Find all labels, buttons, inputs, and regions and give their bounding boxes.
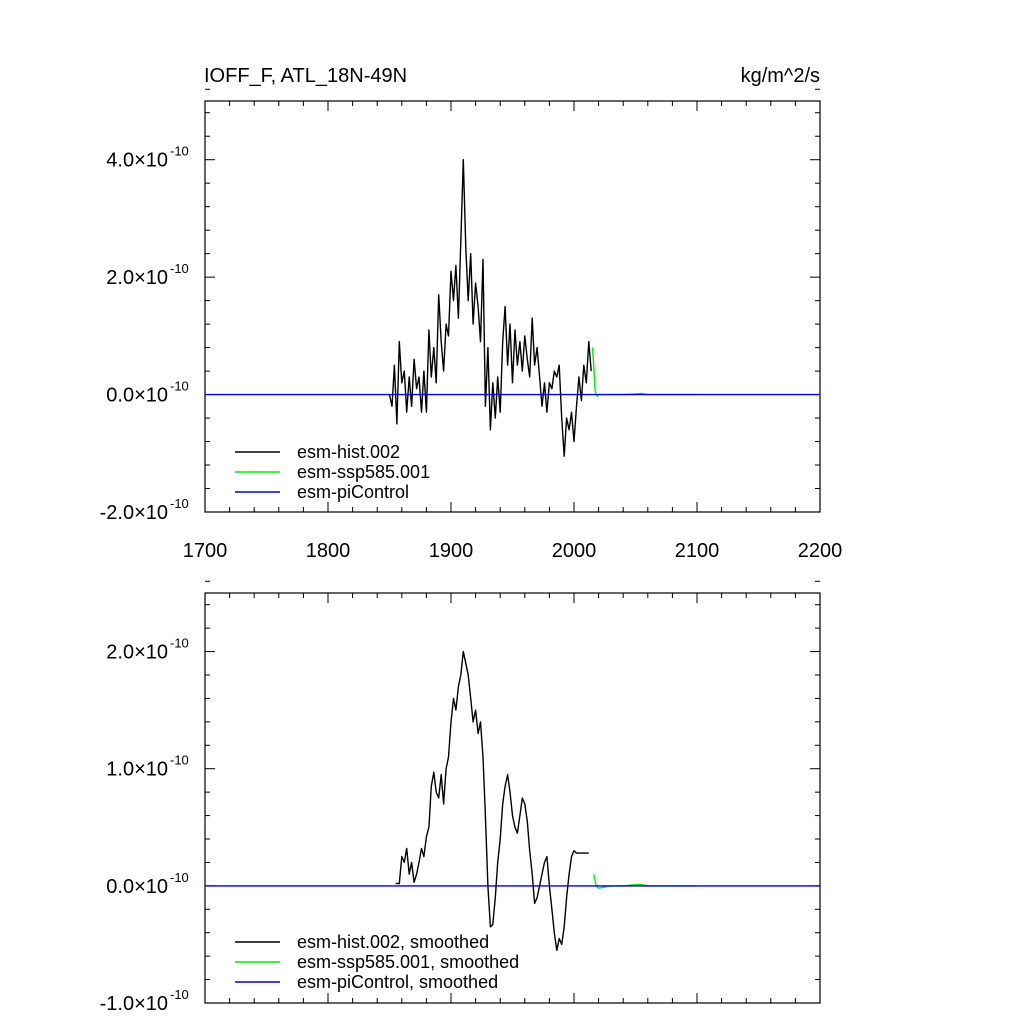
y-tick-label: 0.0×10 <box>106 385 168 407</box>
legend-label: esm-piControl <box>297 482 409 502</box>
y-tick-exponent: -10 <box>170 870 189 885</box>
y-tick-exponent: -10 <box>170 987 189 1002</box>
y-tick-label: 2.0×10 <box>106 642 168 664</box>
x-tick-label: 1800 <box>306 540 351 562</box>
y-tick-label: 4.0×10 <box>106 150 168 172</box>
series-line-0 <box>395 650 589 951</box>
y-tick-label: 2.0×10 <box>106 267 168 289</box>
y-tick-label: -1.0×10 <box>100 993 168 1015</box>
y-tick-exponent: -10 <box>170 261 189 276</box>
x-tick-label: 2100 <box>675 540 720 562</box>
x-tick-label: 1700 <box>183 540 228 562</box>
y-tick-label: 1.0×10 <box>106 759 168 781</box>
x-tick-label: 1900 <box>429 540 474 562</box>
y-tick-exponent: -10 <box>170 144 189 159</box>
chart-title: IOFF_F, ATL_18N-49N <box>204 65 407 87</box>
legend-label: esm-ssp585.001, smoothed <box>297 952 519 972</box>
x-tick-label: 2200 <box>798 540 843 562</box>
y-tick-label: 0.0×10 <box>106 876 168 898</box>
top-panel: 1700 1800 1900 2000 2100 2200-2.0×10 -100.0×10… <box>100 88 843 562</box>
legend-label: esm-hist.002 <box>297 442 400 462</box>
x-tick-label: 2000 <box>552 540 597 562</box>
y-tick-exponent: -10 <box>170 636 189 651</box>
legend-label: esm-ssp585.001 <box>297 462 430 482</box>
plot-frame <box>204 100 821 513</box>
bottom-panel: -1.0×10 -100.0×10 -101.0×10 -102.0×10 -10esm… <box>100 580 821 1015</box>
y-tick-exponent: -10 <box>170 753 189 768</box>
legend-label: esm-hist.002, smoothed <box>297 932 489 952</box>
plot-frame <box>204 592 821 1004</box>
y-tick-exponent: -10 <box>170 379 189 394</box>
legend-label: esm-piControl, smoothed <box>297 972 498 992</box>
y-tick-exponent: -10 <box>170 496 189 511</box>
y-tick-label: -2.0×10 <box>100 502 168 524</box>
series-line-1 <box>591 347 697 397</box>
chart-units: kg/m^2/s <box>741 65 820 87</box>
series-line-0 <box>388 158 592 457</box>
